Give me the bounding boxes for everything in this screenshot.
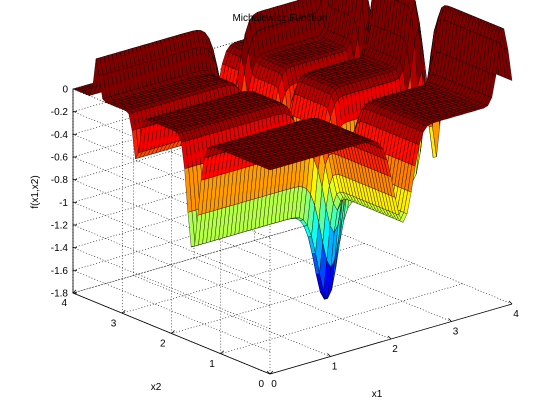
y-tick-label: 0	[258, 379, 264, 390]
surface-facet	[328, 0, 333, 9]
surface-facet	[331, 0, 337, 10]
x-tick-mark	[387, 335, 392, 340]
surface-facet	[347, 0, 354, 17]
x-tick-mark	[327, 353, 331, 357]
grid-line-x	[193, 54, 392, 340]
y-tick-label: 1	[209, 359, 215, 370]
grid-line-y	[171, 129, 414, 334]
y-tick-label: 4	[61, 298, 67, 309]
z-tick-label: -1.6	[51, 266, 69, 277]
z-tick-label: -0.6	[51, 153, 69, 164]
x-tick-mark	[448, 318, 452, 322]
x-tick-label: 3	[453, 327, 459, 338]
surface-facet	[401, 0, 406, 5]
y-tick-label: 3	[111, 318, 117, 329]
y-tick-mark	[121, 309, 126, 314]
y-axis-label: x2	[151, 382, 162, 393]
x-tick-label: 2	[392, 344, 398, 355]
x-tick-label: 4	[513, 309, 519, 320]
x-tick-mark	[266, 370, 271, 375]
x-tick-label: 1	[332, 362, 338, 373]
x-tick-label: 0	[271, 379, 277, 390]
tick-labels: 0 1 2 3 4 0 1 2 3 4 0 -0.2 -0.4 -0.6 -0.8 -1 -1.2 -1.4 -1.…	[51, 85, 519, 391]
z-tick-label: -0.8	[51, 175, 69, 186]
grid-line-y	[269, 170, 513, 375]
surface-mesh	[72, 0, 513, 300]
surface-facet	[504, 48, 513, 81]
chart-title: Michalewicz Function	[232, 13, 327, 24]
y-tick-mark	[269, 370, 274, 375]
surface-facet	[371, 0, 373, 1]
z-tick-label: -0.4	[51, 130, 69, 141]
z-tick-label: -1.2	[51, 221, 69, 232]
y-tick-label: 2	[160, 339, 166, 350]
surface-facet	[344, 0, 351, 15]
surface-facet	[395, 0, 399, 2]
y-tick-mark	[171, 330, 175, 334]
z-tick-label: 0	[62, 85, 68, 96]
x-axis-label: x1	[372, 389, 383, 400]
y-tick-mark	[72, 289, 77, 294]
z-tick-label: -1	[59, 198, 68, 209]
surface-facet	[351, 0, 358, 20]
grid-line-x	[254, 36, 452, 322]
x-tick-mark	[508, 300, 513, 305]
z-axis-label: f(x1,x2)	[30, 175, 41, 208]
z-tick-label: -0.2	[51, 107, 69, 118]
surface-facet	[397, 0, 403, 3]
y-tick-mark	[220, 350, 225, 355]
grid-line-x	[133, 71, 331, 357]
z-tick-label: -1.8	[51, 289, 69, 300]
z-tick-label: -1.4	[51, 243, 69, 254]
surface-facet	[341, 0, 347, 14]
grid-line-y	[121, 109, 365, 314]
surface-facet	[404, 0, 410, 7]
